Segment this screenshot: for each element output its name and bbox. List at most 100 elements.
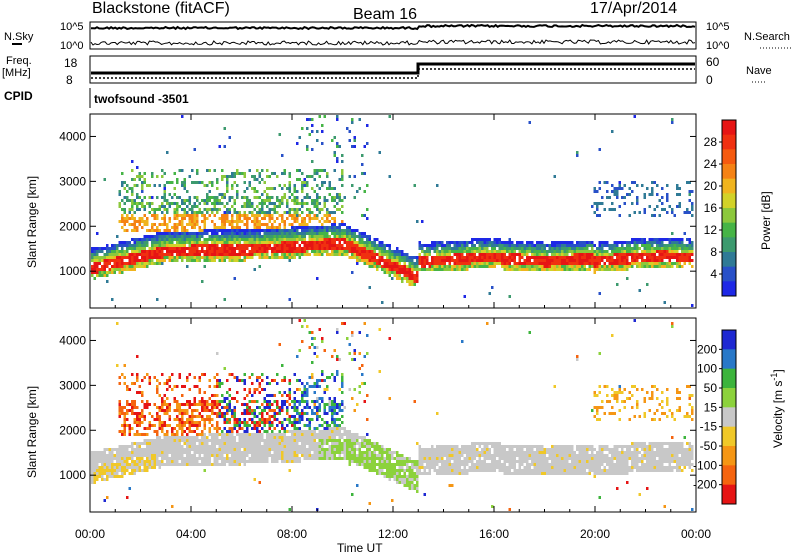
heatmap-cell xyxy=(223,127,226,130)
heatmap-cell xyxy=(318,208,321,211)
heatmap-cell xyxy=(146,439,149,442)
heatmap-cell xyxy=(511,247,514,250)
heatmap-cell xyxy=(128,487,131,490)
heatmap-cell xyxy=(253,175,256,178)
heatmap-cell xyxy=(121,247,124,250)
heatmap-cell xyxy=(246,421,249,424)
heatmap-cell xyxy=(293,454,296,457)
heatmap-cell xyxy=(293,250,296,253)
heatmap-cell xyxy=(303,235,306,238)
heatmap-cell xyxy=(251,436,254,439)
heatmap-cell xyxy=(303,229,306,232)
heatmap-cell xyxy=(128,217,131,220)
heatmap-cell xyxy=(208,409,211,412)
heatmap-cell xyxy=(518,244,521,247)
heatmap-cell xyxy=(191,238,194,241)
heatmap-cell xyxy=(203,436,206,439)
heatmap-cell xyxy=(228,436,231,439)
heatmap-cell xyxy=(178,238,181,241)
heatmap-cell xyxy=(643,253,646,256)
heatmap-cell xyxy=(403,277,406,280)
heatmap-cell xyxy=(308,427,311,430)
heatmap-cell xyxy=(366,208,369,211)
heatmap-cell xyxy=(313,406,316,409)
heatmap-cell xyxy=(163,382,166,385)
heatmap-cell xyxy=(143,403,146,406)
heatmap-cell xyxy=(136,259,139,262)
heatmap-cell xyxy=(248,232,251,235)
heatmap-cell xyxy=(206,451,209,454)
heatmap-cell xyxy=(481,256,484,259)
heatmap-cell xyxy=(263,238,266,241)
heatmap-cell xyxy=(451,256,454,259)
colorbar-tick-label: 12 xyxy=(704,223,718,237)
heatmap-cell xyxy=(211,394,214,397)
heatmap-cell xyxy=(353,241,356,244)
heatmap-cell xyxy=(373,256,376,259)
heatmap-cell xyxy=(383,247,386,250)
heatmap-cell xyxy=(223,427,226,430)
heatmap-cell xyxy=(216,241,219,244)
heatmap-cell xyxy=(271,247,274,250)
heatmap-cell xyxy=(503,244,506,247)
heatmap-cell xyxy=(208,379,211,382)
heatmap-cell xyxy=(281,421,284,424)
heatmap-cell xyxy=(136,373,139,376)
heatmap-cell xyxy=(181,115,184,118)
heatmap-cell xyxy=(661,187,664,190)
heatmap-cell xyxy=(536,244,539,247)
heatmap-cell xyxy=(363,244,366,247)
heatmap-cell xyxy=(438,241,441,244)
heatmap-cell xyxy=(646,283,649,286)
heatmap-cell xyxy=(98,472,101,475)
heatmap-cell xyxy=(198,226,201,229)
nsky-label: N.Sky xyxy=(4,31,34,43)
heatmap-cell xyxy=(278,445,281,448)
heatmap-cell xyxy=(128,445,131,448)
heatmap-cell xyxy=(286,451,289,454)
heatmap-cell xyxy=(241,451,244,454)
heatmap-cell xyxy=(218,403,221,406)
heatmap-cell xyxy=(151,247,154,250)
heatmap-cell xyxy=(226,418,229,421)
heatmap-cell xyxy=(278,235,281,238)
heatmap-cell xyxy=(338,199,341,202)
heatmap-cell xyxy=(226,409,229,412)
heatmap-cell xyxy=(168,259,171,262)
heatmap-cell xyxy=(123,202,126,205)
heatmap-cell xyxy=(226,229,229,232)
heatmap-cell xyxy=(566,256,569,259)
heatmap-cell xyxy=(273,439,276,442)
heatmap-cell xyxy=(121,199,124,202)
heatmap-cell xyxy=(316,451,319,454)
heatmap-cell xyxy=(431,268,434,271)
heatmap-cell xyxy=(626,259,629,262)
heatmap-cell xyxy=(441,247,444,250)
heatmap-cell xyxy=(226,178,229,181)
heatmap-cell xyxy=(296,253,299,256)
heatmap-cell xyxy=(291,253,294,256)
heatmap-cell xyxy=(158,460,161,463)
heatmap-cell xyxy=(256,196,259,199)
heatmap-cell xyxy=(331,247,334,250)
heatmap-cell xyxy=(553,247,556,250)
heatmap-cell xyxy=(466,241,469,244)
y-tick-label: 4000 xyxy=(59,129,86,143)
heatmap-cell xyxy=(496,259,499,262)
heatmap-cell xyxy=(183,244,186,247)
heatmap-cell xyxy=(293,199,296,202)
heatmap-cell xyxy=(223,460,226,463)
heatmap-cell xyxy=(198,208,201,211)
heatmap-cell xyxy=(151,175,154,178)
heatmap-cell xyxy=(376,238,379,241)
heatmap-cell xyxy=(116,454,119,457)
heatmap-cell xyxy=(241,172,244,175)
heatmap-cell xyxy=(201,397,204,400)
noise-tick-bottom-right: 10^0 xyxy=(706,40,730,52)
heatmap-cell xyxy=(173,457,176,460)
heatmap-cell xyxy=(683,211,686,214)
heatmap-cell xyxy=(138,418,141,421)
heatmap-cell xyxy=(618,256,621,259)
heatmap-cell xyxy=(553,244,556,247)
heatmap-cell xyxy=(611,250,614,253)
